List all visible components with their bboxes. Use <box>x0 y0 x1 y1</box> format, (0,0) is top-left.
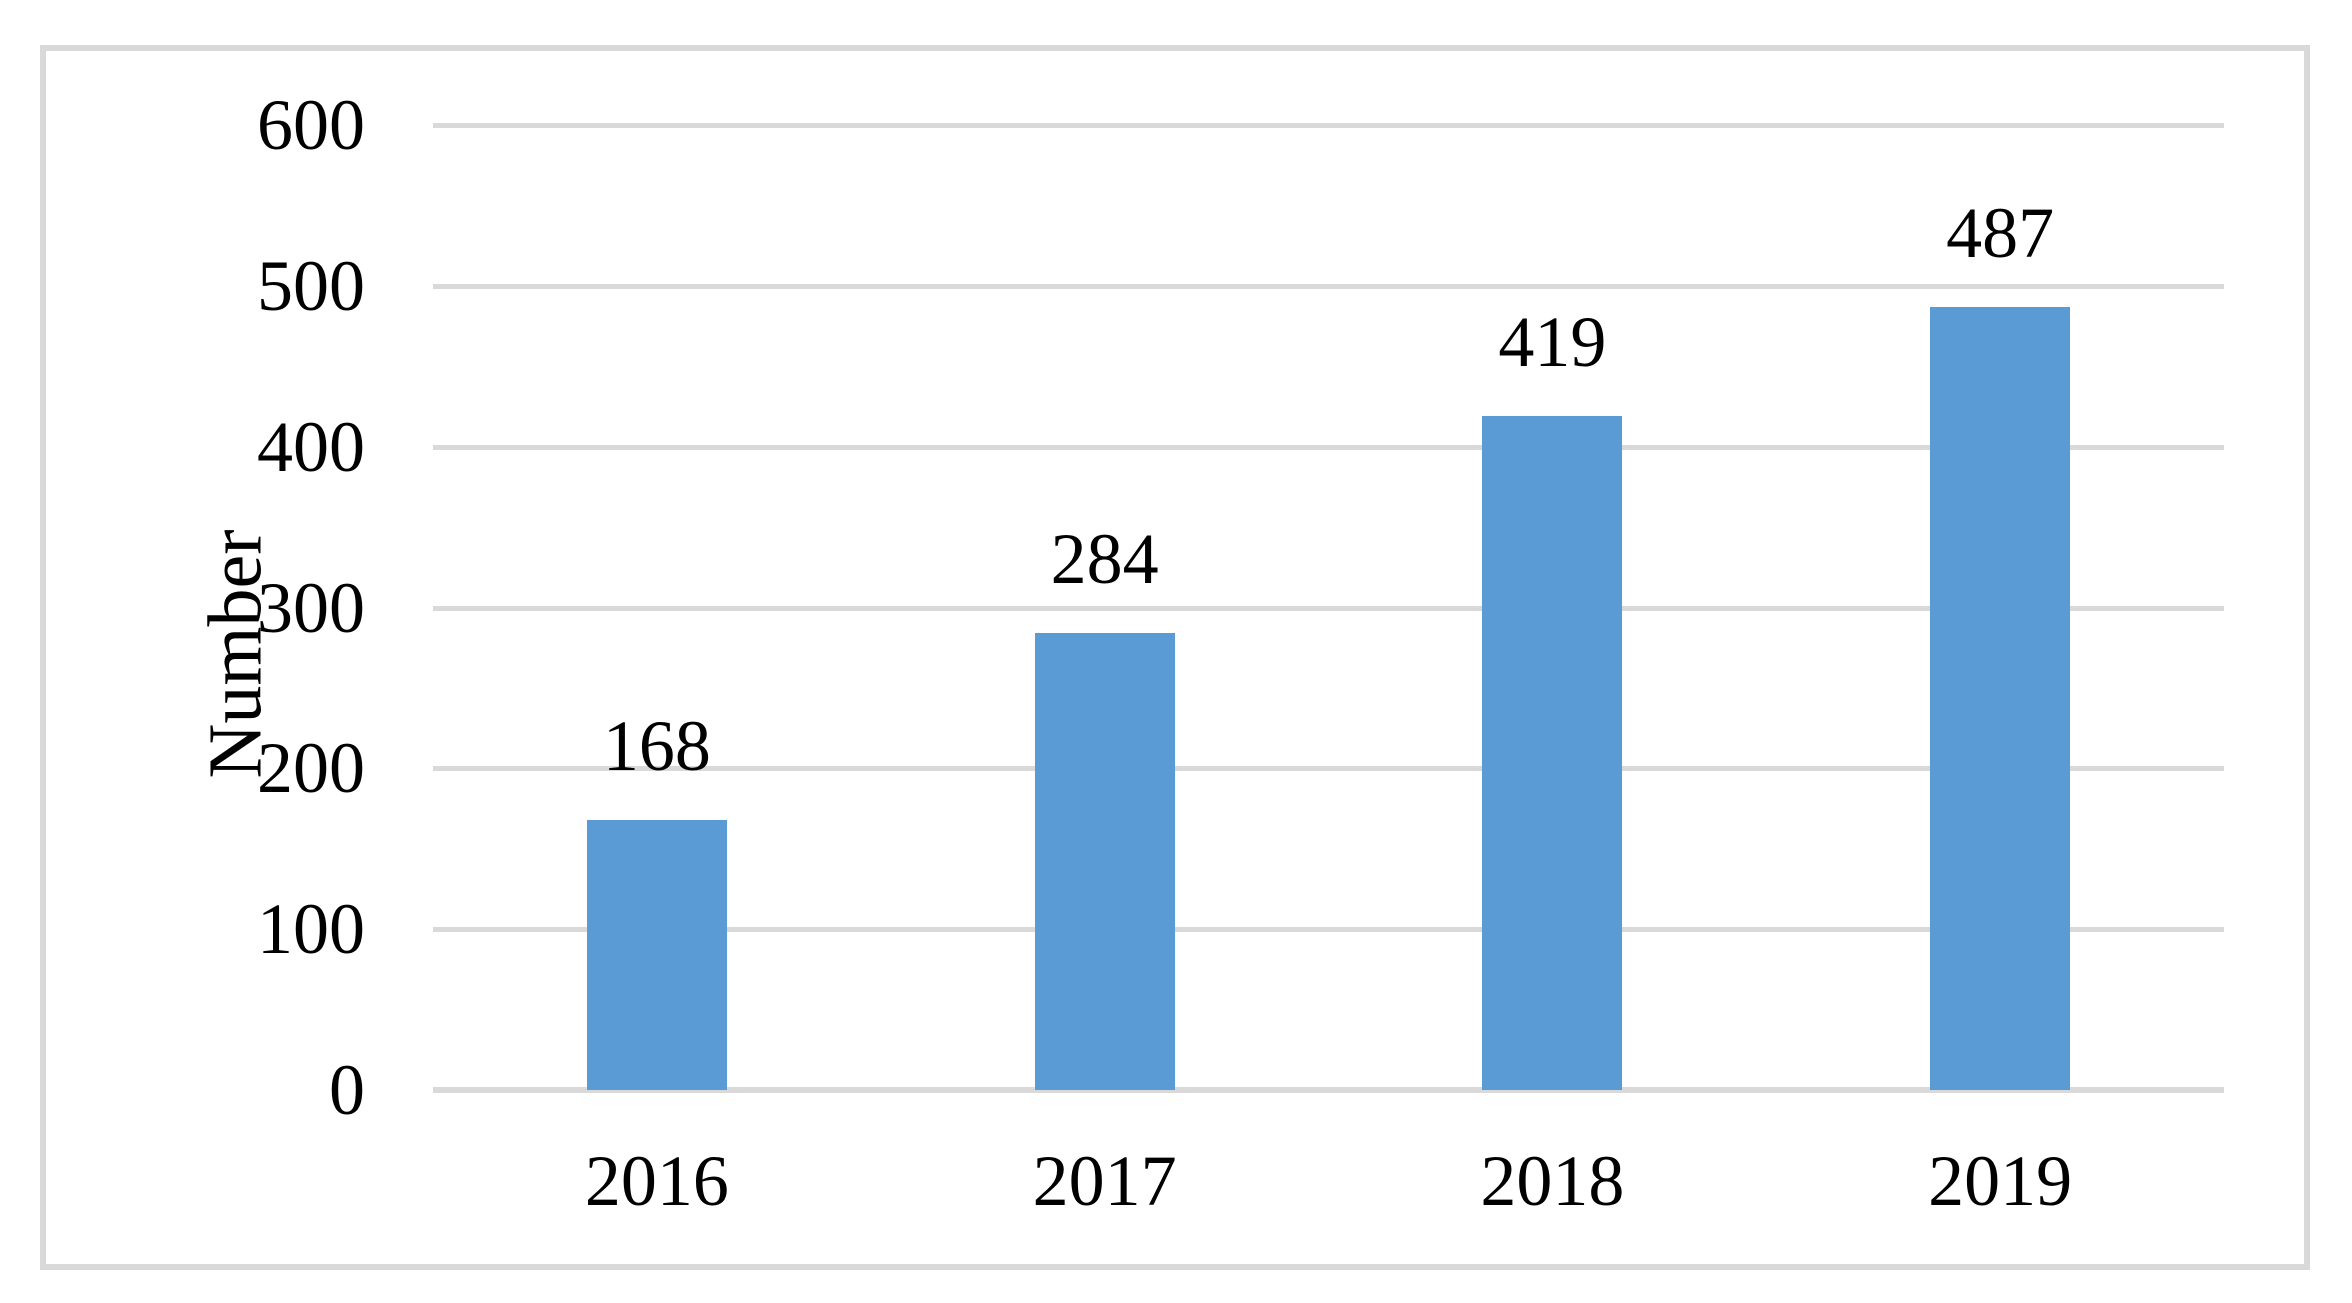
x-tick-label: 2016 <box>584 1141 729 1221</box>
bar-value-label: 284 <box>1050 519 1159 600</box>
bar-2019 <box>1930 306 2071 1090</box>
y-tick-label-500: 500 <box>257 245 365 326</box>
x-tick-label: 2019 <box>1928 1141 2073 1221</box>
bar-value-label: 487 <box>1946 192 2055 273</box>
gridline-600 <box>433 123 2224 128</box>
bar-value-label: 419 <box>1498 302 1607 383</box>
gridline-500 <box>433 283 2224 289</box>
gridline-400 <box>433 444 2224 450</box>
bar-2017 <box>1034 633 1175 1090</box>
bar-2018 <box>1482 416 1623 1090</box>
y-tick-label-300: 300 <box>257 567 365 648</box>
x-axis-line <box>433 1087 2224 1093</box>
bar-value-label: 168 <box>602 705 711 786</box>
y-tick-label-400: 400 <box>257 406 365 487</box>
bar-2016 <box>586 819 727 1090</box>
gridline-100 <box>433 927 2224 933</box>
x-tick-label: 2017 <box>1032 1141 1177 1221</box>
y-tick-label-0: 0 <box>329 1050 365 1130</box>
gridline-300 <box>433 605 2224 611</box>
chart-frame: Number 0 100 200 300 400 500 600 168 284 419 487 … <box>40 45 2310 1270</box>
x-tick-label: 2018 <box>1480 1141 1625 1221</box>
y-tick-label-100: 100 <box>257 889 365 970</box>
y-tick-label-200: 200 <box>257 728 365 809</box>
y-tick-label-600: 600 <box>257 85 365 165</box>
gridline-200 <box>433 766 2224 772</box>
